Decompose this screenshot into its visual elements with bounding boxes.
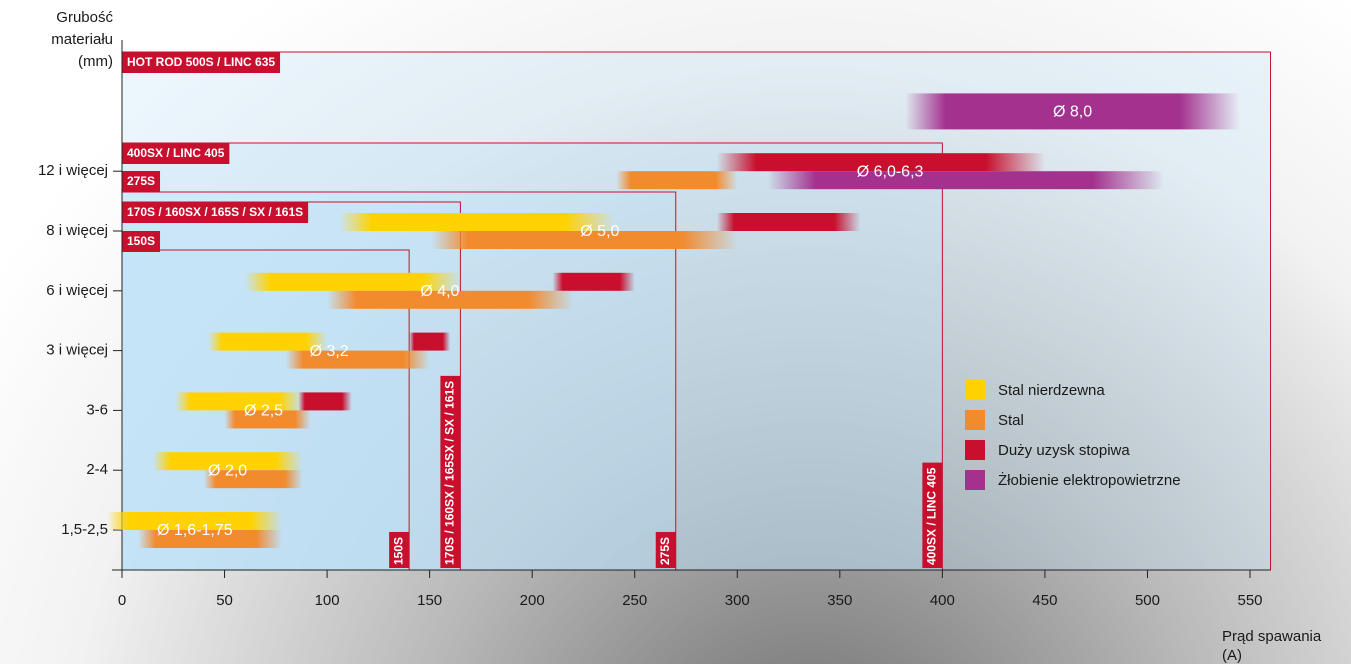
x-tick-label: 450 — [1032, 592, 1057, 609]
electrode-bar — [327, 290, 574, 309]
machine-vertical-label: 150S — [391, 537, 405, 565]
legend-swatch — [965, 470, 985, 490]
x-tick-label: 400 — [930, 592, 955, 609]
machine-range — [121, 191, 677, 571]
x-axis-title: (A) — [1222, 647, 1242, 664]
y-tick-label: 2-4 — [86, 461, 108, 478]
y-tick-label: 3 i więcej — [46, 342, 108, 359]
machine-label: 150S — [127, 234, 155, 248]
legend-swatch — [965, 440, 985, 460]
legend-swatch — [965, 380, 985, 400]
x-axis-title: Prąd spawania — [1222, 628, 1322, 645]
x-tick-label: 300 — [725, 592, 750, 609]
electrode-label: Ø 5,0 — [580, 223, 619, 240]
electrode-label: Ø 1,6-1,75 — [157, 522, 233, 539]
machine-vertical-box — [440, 375, 461, 568]
machine-range — [121, 51, 1272, 571]
electrode-bar — [431, 231, 738, 249]
machine-label-box — [122, 231, 161, 252]
electrode-label: Ø 3,2 — [310, 343, 349, 360]
electrode-bar — [208, 332, 328, 351]
x-tick-label: 250 — [622, 592, 647, 609]
machine-label-box — [122, 143, 230, 164]
electrode-label: Ø 2,5 — [244, 403, 283, 420]
y-tick-label: 12 i więcej — [38, 162, 108, 179]
legend-swatch — [965, 410, 985, 430]
electrode-bar — [152, 452, 303, 471]
electrode-bar — [245, 272, 461, 291]
electrode-label: Ø 4,0 — [420, 283, 459, 300]
electrode-label: Ø 6,0-6,3 — [857, 163, 924, 180]
x-tick-label: 100 — [315, 592, 340, 609]
machine-vertical-box — [389, 531, 410, 568]
x-tick-label: 550 — [1237, 592, 1262, 609]
legend-label: Duży uzysk stopiwa — [998, 442, 1130, 459]
electrode-bar — [616, 171, 738, 190]
electrode-bar — [286, 350, 430, 369]
electrode-bar — [716, 153, 1045, 172]
machine-label: 400SX / LINC 405 — [127, 146, 225, 160]
electrode-bar — [298, 392, 352, 411]
machine-vertical-box — [922, 462, 943, 568]
y-tick-label: 6 i więcej — [46, 282, 108, 299]
machine-label-box — [122, 202, 309, 223]
x-tick-label: 200 — [520, 592, 545, 609]
electrode-bar — [204, 470, 303, 489]
machine-range — [121, 201, 461, 571]
electrode-bar — [716, 213, 861, 231]
electrode-label: Ø 8,0 — [1053, 104, 1092, 121]
x-tick-label: 50 — [216, 592, 233, 609]
electrode-bar — [175, 392, 303, 411]
electrode-bar — [224, 410, 311, 429]
x-tick-label: 350 — [827, 592, 852, 609]
electrode-bar — [107, 512, 282, 530]
y-tick-label: 8 i więcej — [46, 222, 108, 239]
electrode-bar — [905, 93, 1240, 130]
machine-label-box — [122, 52, 281, 73]
machine-vertical-label: 400SX / LINC 405 — [925, 467, 939, 565]
electrode-bar — [339, 213, 615, 231]
electrode-label: Ø 2,0 — [208, 462, 247, 479]
machine-label: 170S / 160SX / 165S / SX / 161S — [127, 205, 303, 219]
y-tick-label: 1,5-2,5 — [61, 521, 108, 538]
y-axis-title: (mm) — [78, 53, 113, 70]
y-tick-label: 3-6 — [86, 401, 108, 418]
legend-label: Żłobienie elektropowietrzne — [998, 471, 1181, 489]
y-axis-title: Grubość — [56, 9, 113, 26]
electrode-bar — [409, 332, 451, 351]
machine-label: HOT ROD 500S / LINC 635 — [127, 55, 275, 69]
electrode-bar — [768, 171, 1164, 190]
machine-vertical-box — [655, 531, 676, 568]
machine-vertical-label: 275S — [658, 537, 672, 565]
x-tick-label: 150 — [417, 592, 442, 609]
x-tick-label: 0 — [118, 592, 126, 609]
electrode-bar — [552, 272, 635, 291]
machine-vertical-label: 170S / 160SX / 165SX / SX / 161S — [443, 381, 457, 565]
electrode-bar — [138, 530, 282, 548]
x-tick-label: 500 — [1135, 592, 1160, 609]
y-axis-title: materiału — [51, 31, 113, 48]
legend-label: Stal — [998, 412, 1024, 429]
legend-label: Stal nierdzewna — [998, 382, 1105, 399]
machine-label-box — [122, 171, 161, 192]
machine-label: 275S — [127, 174, 155, 188]
